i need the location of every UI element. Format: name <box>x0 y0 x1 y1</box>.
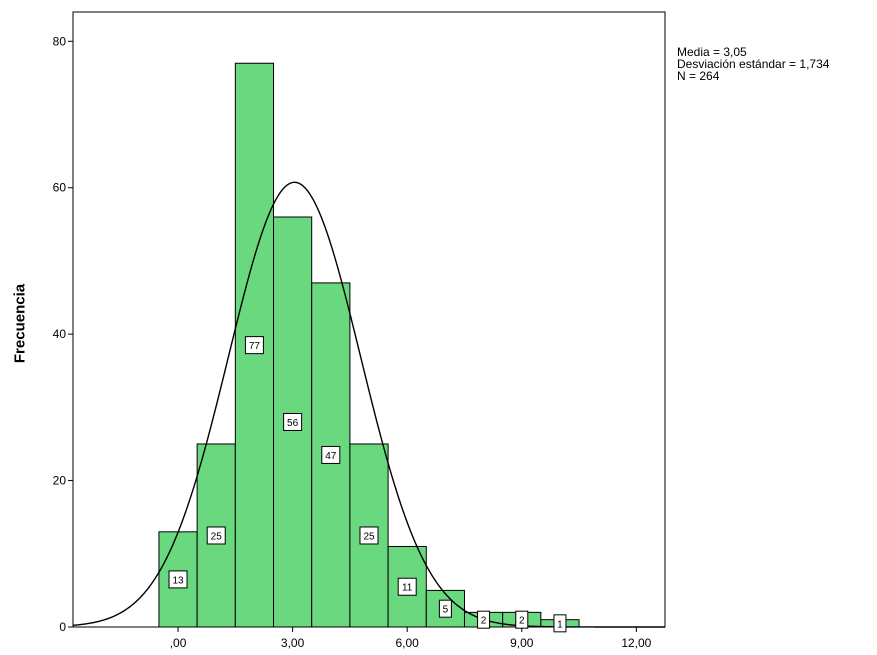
x-tick-label: 6,00 <box>396 636 420 650</box>
y-tick-label: 80 <box>53 34 67 48</box>
data-label-box <box>168 570 188 589</box>
data-label: 77 <box>249 341 261 352</box>
data-label: 5 <box>443 605 449 616</box>
data-label-box <box>515 610 529 629</box>
stats-sd: Desviación estándar = 1,734 <box>677 57 830 71</box>
data-label-box <box>206 526 226 545</box>
data-label-box <box>438 599 452 618</box>
data-label: 25 <box>363 531 375 542</box>
y-tick-label: 20 <box>53 474 67 488</box>
data-label-box <box>397 577 417 596</box>
data-label: 25 <box>211 531 223 542</box>
data-label-box <box>359 526 379 545</box>
y-axis-label: Frecuencia <box>11 283 29 364</box>
data-label: 56 <box>287 418 299 429</box>
data-label-box <box>553 614 567 633</box>
stats-box: Media = 3,05 Desviación estándar = 1,734… <box>677 46 829 82</box>
x-tick-label: ,00 <box>170 636 187 650</box>
x-tick-label: 12,00 <box>621 636 651 650</box>
stats-n: N = 264 <box>677 69 720 83</box>
data-label-box <box>244 336 264 355</box>
stats-mean: Media = 3,05 <box>677 45 747 59</box>
data-label: 2 <box>481 616 487 627</box>
data-label: 11 <box>402 583 413 594</box>
x-tick-label: 3,00 <box>281 636 305 650</box>
data-label: 2 <box>519 616 525 627</box>
y-tick-label: 0 <box>59 620 66 634</box>
data-label: 13 <box>172 575 184 586</box>
x-tick-label: 9,00 <box>510 636 534 650</box>
data-label-box <box>321 445 341 464</box>
data-label: 47 <box>325 451 337 462</box>
data-label: 1 <box>557 619 563 630</box>
data-label-box <box>477 610 491 629</box>
data-label-box <box>283 413 303 431</box>
y-tick-label: 60 <box>53 181 67 195</box>
y-tick-label: 40 <box>53 327 67 341</box>
